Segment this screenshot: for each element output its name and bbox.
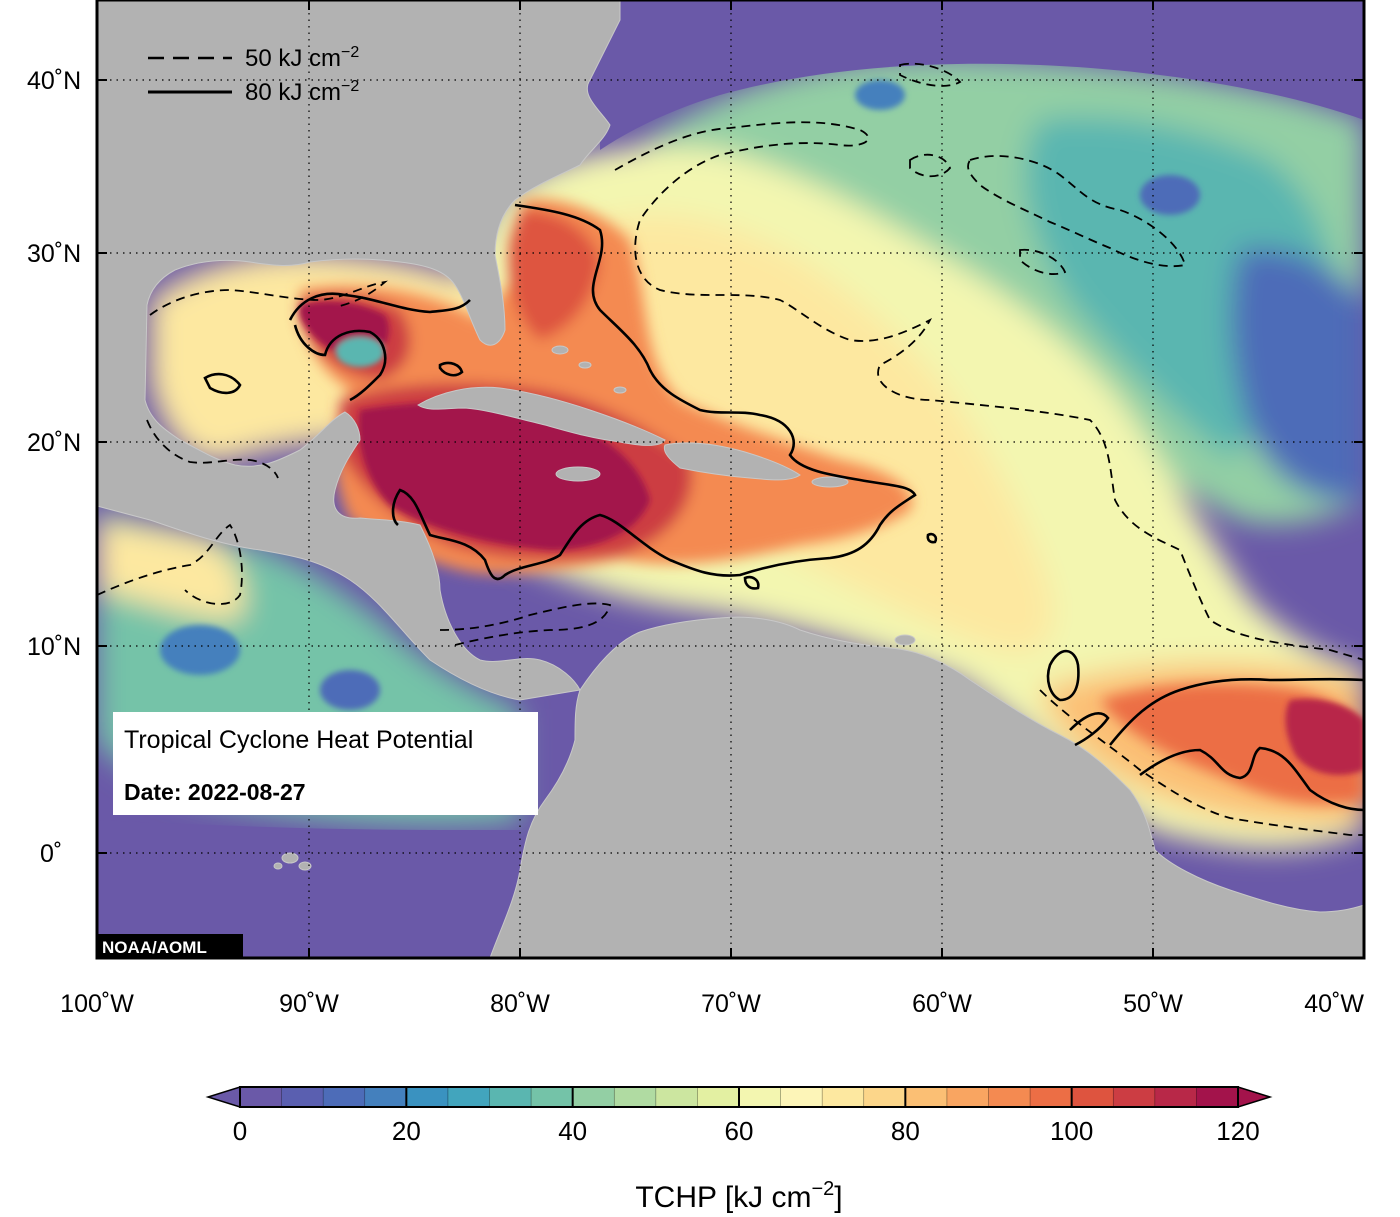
colorbar-cell — [988, 1087, 1031, 1107]
colorbar-cell — [447, 1087, 491, 1107]
land-puerto-rico — [811, 476, 849, 488]
colorbar-cell — [946, 1087, 990, 1107]
x-tick-label: 100˚W — [60, 990, 134, 1018]
colorbar-cell — [697, 1087, 740, 1107]
tchp-field — [97, 57, 1364, 849]
colorbar-cell — [614, 1087, 657, 1107]
colorbar-cell — [323, 1087, 366, 1107]
x-axis-labels: 100˚W 90˚W 80˚W 70˚W 60˚W 50˚W 40˚W — [60, 990, 1364, 1018]
colorbar-tick-label: 60 — [725, 1116, 754, 1146]
y-tick-label: 30˚N — [27, 240, 81, 268]
contour-legend: 50 kJ cm−2 80 kJ cm−2 — [148, 44, 359, 106]
colorbar-tick-label: 120 — [1216, 1116, 1259, 1146]
map-area — [97, 0, 1364, 958]
land-hispaniola — [663, 442, 801, 481]
credit-badge: NOAA/AOML — [97, 934, 243, 958]
legend-solid-label: 80 kJ cm−2 — [245, 78, 359, 106]
colorbar-tick-label: 40 — [558, 1116, 587, 1146]
colorbar-cell — [281, 1087, 324, 1107]
colorbar-cell — [406, 1087, 449, 1107]
colorbar-cell — [863, 1087, 906, 1107]
colorbar-cell — [240, 1087, 283, 1107]
x-tick-label: 70˚W — [701, 990, 761, 1018]
x-tick-label: 90˚W — [279, 990, 339, 1018]
legend-dashed-label: 50 kJ cm−2 — [245, 44, 359, 72]
colorbar-cell — [364, 1087, 407, 1107]
y-tick-label: 20˚N — [27, 429, 81, 457]
x-tick-label: 50˚W — [1123, 990, 1183, 1018]
colorbar-cell — [1071, 1087, 1114, 1107]
colorbar-tick-label: 20 — [392, 1116, 421, 1146]
credit-text: NOAA/AOML — [102, 938, 207, 957]
colorbar: 0 20 40 60 80 100 120 TCHP [kJ cm−2] — [205, 1085, 1273, 1214]
colorbar-cell — [489, 1087, 532, 1107]
colorbar-tick-label: 0 — [233, 1116, 247, 1146]
date-text: Date: 2022-08-27 — [124, 779, 306, 805]
colorbar-cell — [905, 1087, 948, 1107]
colorbar-cell — [655, 1087, 699, 1107]
y-axis-labels: 40˚N 30˚N 20˚N 10˚N 0˚ — [27, 67, 81, 868]
x-tick-label: 40˚W — [1304, 990, 1364, 1018]
colorbar-cell — [739, 1087, 782, 1107]
colorbar-tick-label: 80 — [891, 1116, 920, 1146]
colorbar-title: TCHP [kJ cm−2] — [635, 1178, 842, 1214]
colorbar-cell — [531, 1087, 574, 1107]
colorbar-cell — [822, 1087, 865, 1107]
info-box: Tropical Cyclone Heat Potential Date: 20… — [113, 712, 538, 815]
land-cuba — [417, 386, 666, 446]
north-atlantic-cold — [600, 0, 1364, 150]
y-tick-label: 0˚ — [40, 840, 62, 868]
colorbar-under-arrow — [205, 1085, 241, 1109]
contour-80 — [203, 203, 1364, 812]
colorbar-cell — [1113, 1087, 1156, 1107]
colorbar-cell — [780, 1087, 823, 1107]
land-masses — [97, 0, 1364, 958]
east-pacific-cold — [97, 820, 520, 958]
info-box-bg — [113, 712, 538, 815]
colorbar-tick-label: 100 — [1050, 1116, 1093, 1146]
y-tick-label: 40˚N — [27, 67, 81, 95]
colorbar-ticks: 0 20 40 60 80 100 120 — [233, 1087, 1260, 1146]
land-north-america — [97, 0, 621, 701]
contour-50 — [97, 62, 1364, 836]
colorbar-cell — [1154, 1087, 1198, 1107]
x-tick-label: 80˚W — [490, 990, 550, 1018]
land-jamaica — [555, 466, 601, 482]
axis-ticks — [97, 0, 1364, 958]
colorbar-over-arrow — [1237, 1085, 1273, 1109]
colorbar-cell — [1030, 1087, 1073, 1107]
land-south-america — [489, 616, 1364, 958]
colorbar-cell — [1196, 1087, 1239, 1107]
map-title: Tropical Cyclone Heat Potential — [124, 726, 473, 754]
colorbar-cells — [240, 1087, 1239, 1107]
colorbar-cell — [572, 1087, 615, 1107]
x-tick-label: 60˚W — [912, 990, 972, 1018]
y-tick-label: 10˚N — [27, 633, 81, 661]
